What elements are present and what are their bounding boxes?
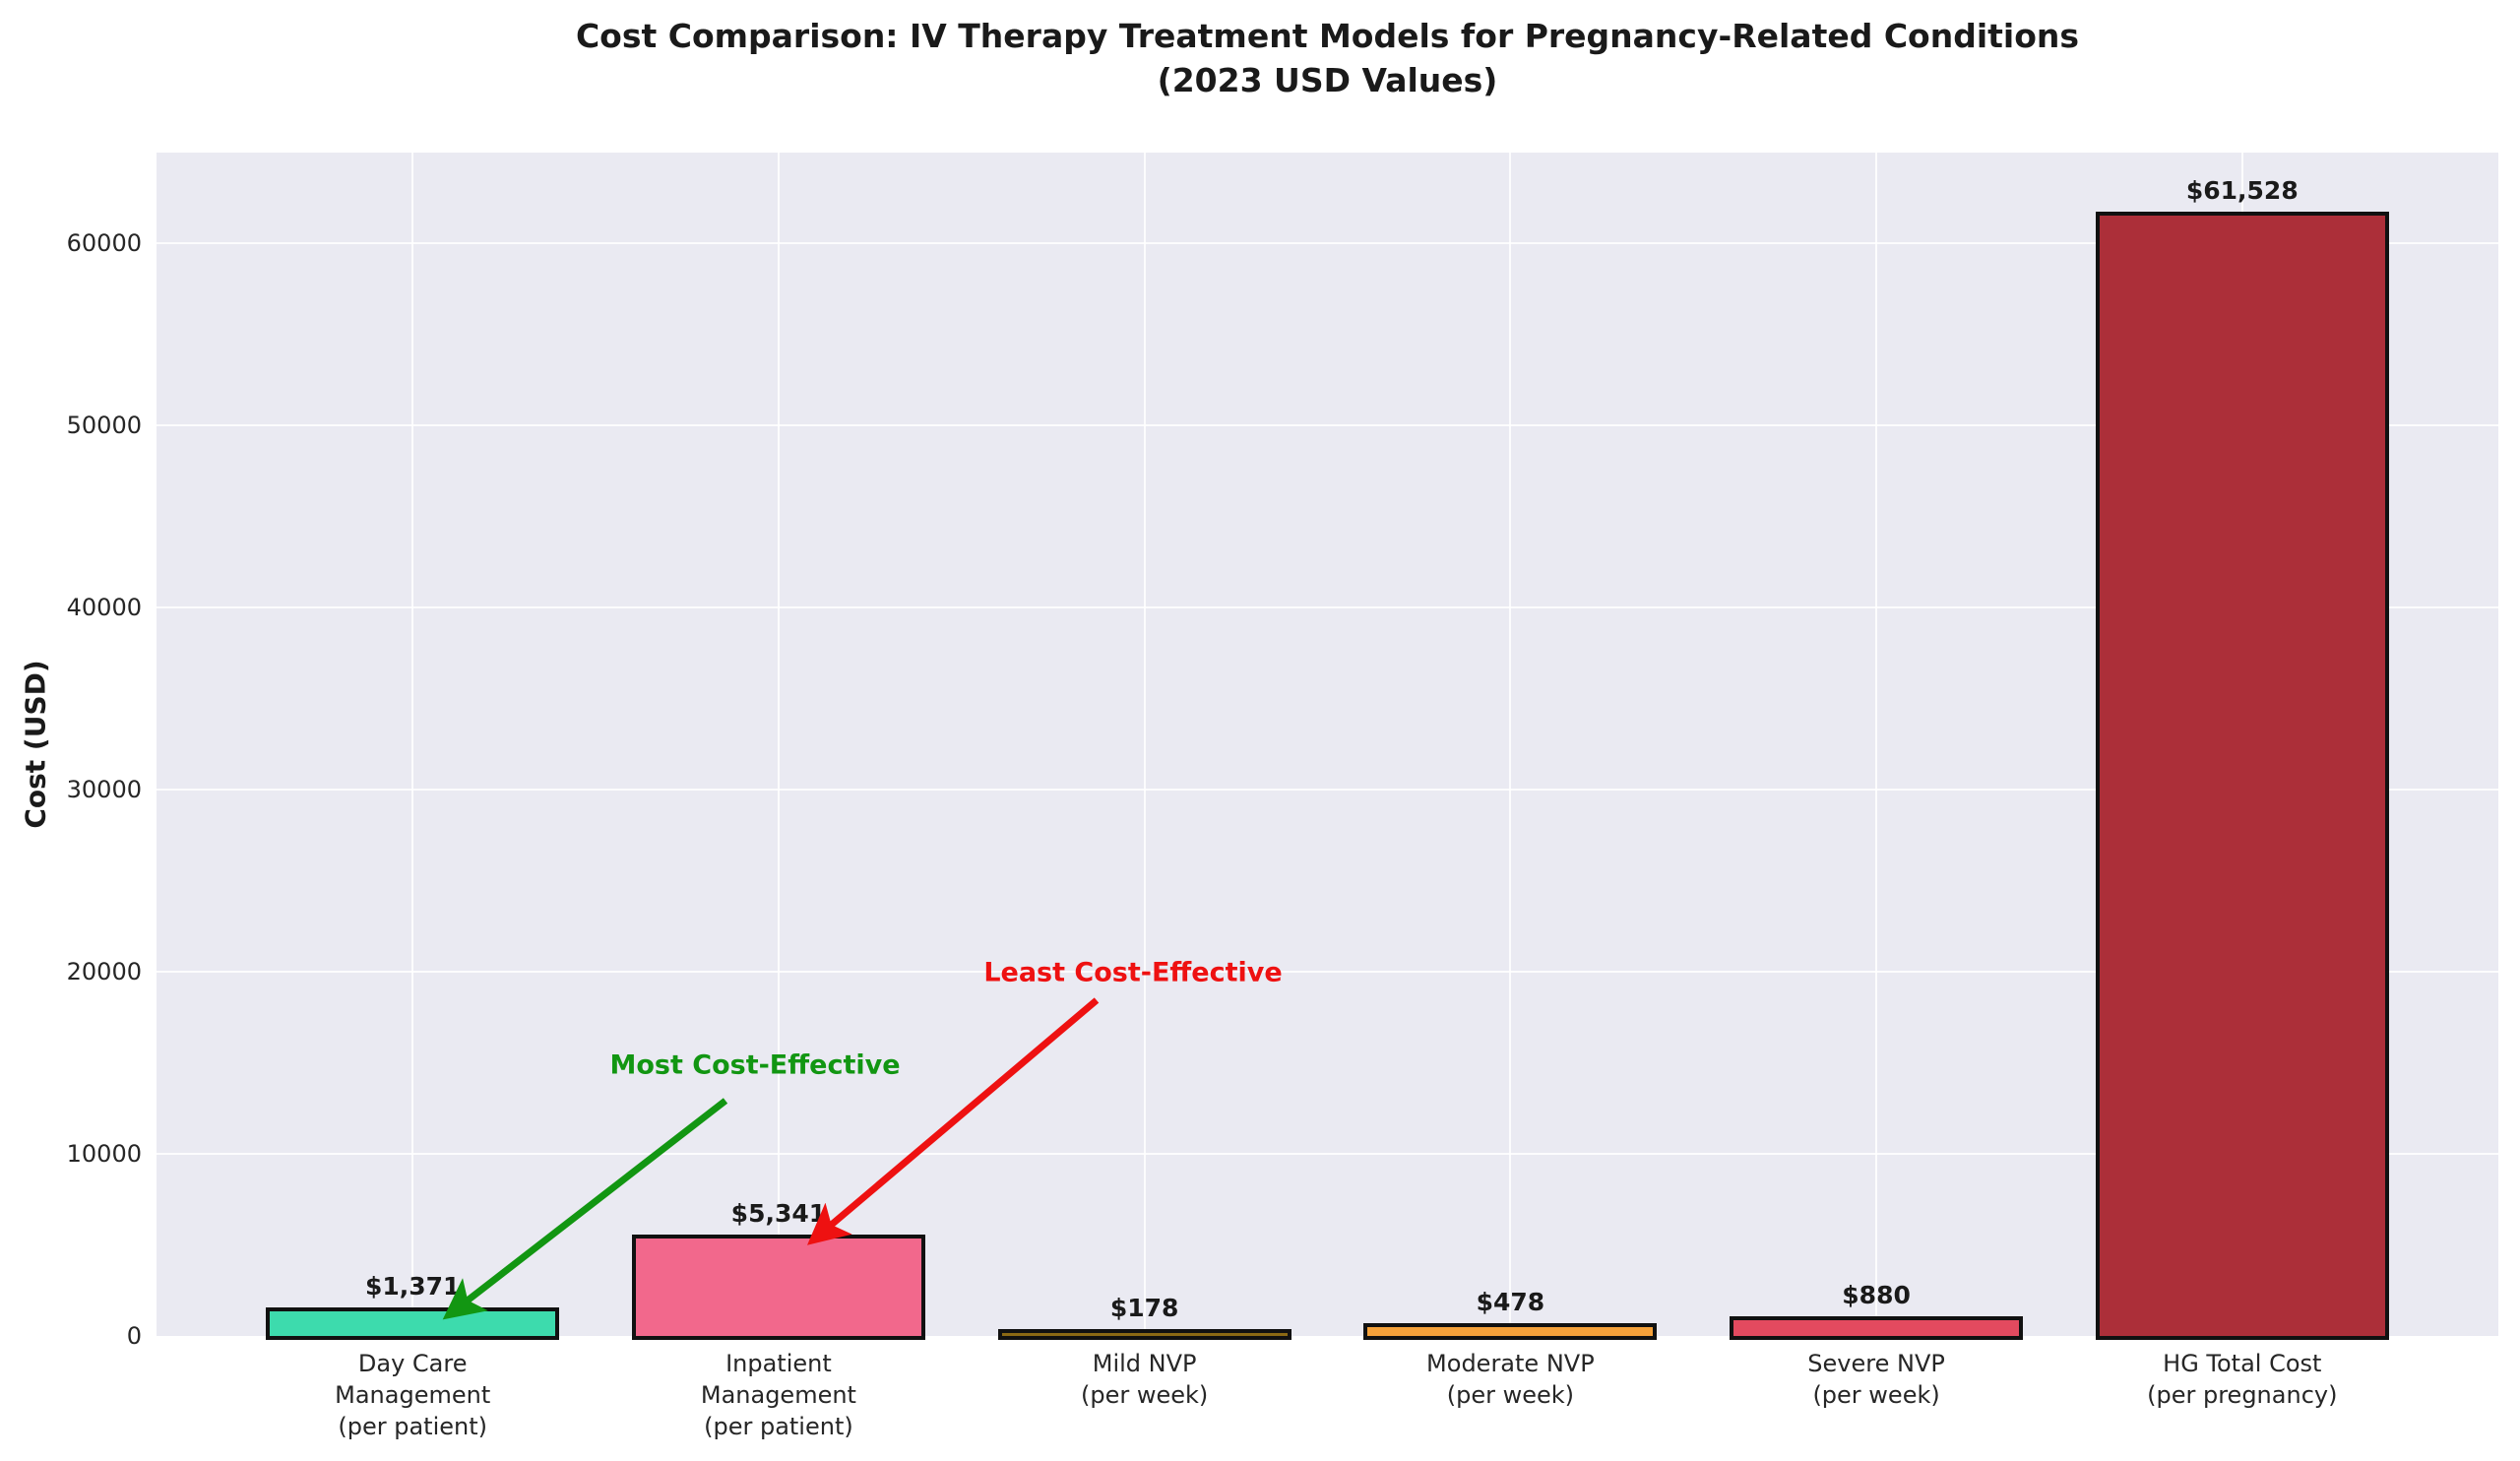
gridline-vertical bbox=[1875, 153, 1878, 1336]
chart-title: Cost Comparison: IV Therapy Treatment Mo… bbox=[157, 14, 2498, 102]
y-tick-label: 50000 bbox=[66, 412, 142, 440]
bar-value-label: $5,341 bbox=[730, 1199, 827, 1229]
gridline-vertical bbox=[411, 153, 414, 1336]
annotation-least-cost-effective: Least Cost-Effective bbox=[983, 957, 1283, 988]
gridline-horizontal bbox=[157, 971, 2498, 974]
y-tick-label: 10000 bbox=[66, 1140, 142, 1169]
bar-mild-nvp bbox=[997, 1328, 1292, 1340]
y-tick-label: 20000 bbox=[66, 958, 142, 986]
bar-severe-nvp bbox=[1730, 1315, 2024, 1340]
y-tick-label: 0 bbox=[126, 1322, 142, 1350]
x-tick-label: Moderate NVP (per week) bbox=[1426, 1350, 1595, 1409]
bar-value-label: $478 bbox=[1476, 1288, 1545, 1317]
bar-value-label: $178 bbox=[1109, 1293, 1179, 1322]
y-tick-label: 60000 bbox=[66, 229, 142, 258]
bar-hg-total-cost bbox=[2095, 212, 2389, 1340]
bar-value-label: $880 bbox=[1842, 1280, 1911, 1309]
x-tick-label: Mild NVP (per week) bbox=[1081, 1350, 1209, 1409]
x-tick-label: Severe NVP (per week) bbox=[1807, 1350, 1945, 1409]
gridline-vertical bbox=[777, 153, 780, 1336]
bar-value-label: $1,371 bbox=[364, 1271, 461, 1301]
bar-value-label: $61,528 bbox=[2185, 176, 2299, 206]
bar-inpatient bbox=[631, 1235, 925, 1340]
bar-day-care bbox=[266, 1306, 560, 1340]
gridline-horizontal bbox=[157, 606, 2498, 609]
chart-title-line2: (2023 USD Values) bbox=[1157, 61, 1498, 99]
x-tick-label: HG Total Cost (per pregnancy) bbox=[2147, 1350, 2338, 1409]
x-tick-label: Day Care Management (per patient) bbox=[335, 1350, 491, 1440]
chart-title-line1: Cost Comparison: IV Therapy Treatment Mo… bbox=[575, 17, 2080, 55]
x-tick-label: Inpatient Management (per patient) bbox=[700, 1350, 856, 1440]
gridline-vertical bbox=[1143, 153, 1146, 1336]
bar-moderate-nvp bbox=[1363, 1323, 1658, 1340]
y-tick-label: 30000 bbox=[66, 776, 142, 804]
plot-area bbox=[157, 153, 2498, 1340]
gridline-vertical bbox=[1509, 153, 1512, 1336]
annotation-most-cost-effective: Most Cost-Effective bbox=[609, 1049, 901, 1081]
gridline-horizontal bbox=[157, 424, 2498, 427]
gridline-horizontal bbox=[157, 242, 2498, 245]
y-tick-label: 40000 bbox=[66, 594, 142, 622]
gridline-horizontal bbox=[157, 1153, 2498, 1156]
gridline-horizontal bbox=[157, 789, 2498, 792]
